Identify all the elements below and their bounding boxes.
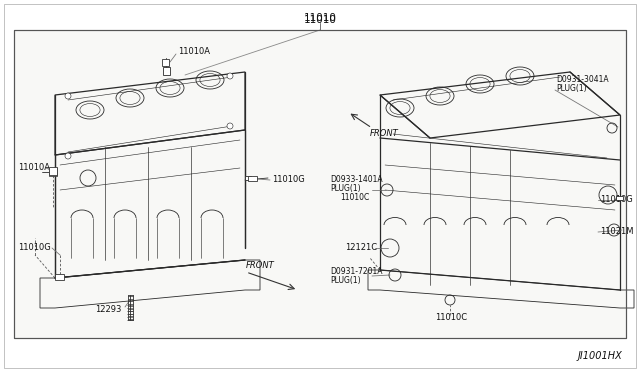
Text: 11010: 11010: [303, 13, 337, 23]
Text: 11021M: 11021M: [600, 228, 634, 237]
Text: FRONT: FRONT: [370, 129, 399, 138]
Text: PLUG(1): PLUG(1): [330, 183, 360, 192]
Text: 11010C: 11010C: [340, 193, 369, 202]
Circle shape: [227, 73, 233, 79]
Circle shape: [65, 93, 71, 99]
Text: 11010G: 11010G: [18, 244, 51, 253]
Bar: [14, 30, 626, 338]
Text: 11010A: 11010A: [178, 48, 210, 57]
Bar: [55, 274, 64, 280]
Bar: [163, 67, 170, 75]
Text: 11010G: 11010G: [600, 196, 633, 205]
Bar: [49, 167, 57, 175]
Bar: [245, 176, 251, 180]
Text: D0931-7201A: D0931-7201A: [330, 267, 383, 276]
Text: D0933-1401A: D0933-1401A: [330, 176, 383, 185]
Text: 11010A: 11010A: [18, 164, 50, 173]
Circle shape: [227, 123, 233, 129]
Text: 12293: 12293: [95, 305, 122, 314]
Bar: [14, 30, 626, 338]
Text: PLUG(1): PLUG(1): [330, 276, 360, 285]
Text: 11010: 11010: [303, 15, 337, 25]
Bar: [248, 176, 257, 181]
Text: FRONT: FRONT: [246, 260, 275, 269]
Text: JI1001HX: JI1001HX: [577, 351, 622, 361]
Text: PLUG(1): PLUG(1): [556, 83, 587, 93]
Text: D0931-3041A: D0931-3041A: [556, 76, 609, 84]
Circle shape: [65, 153, 71, 159]
Text: 12121C: 12121C: [345, 244, 377, 253]
Text: 11010G: 11010G: [272, 176, 305, 185]
Bar: [616, 196, 623, 200]
Bar: [162, 59, 169, 66]
Text: 11010C: 11010C: [435, 314, 467, 323]
Bar: [49, 168, 57, 176]
